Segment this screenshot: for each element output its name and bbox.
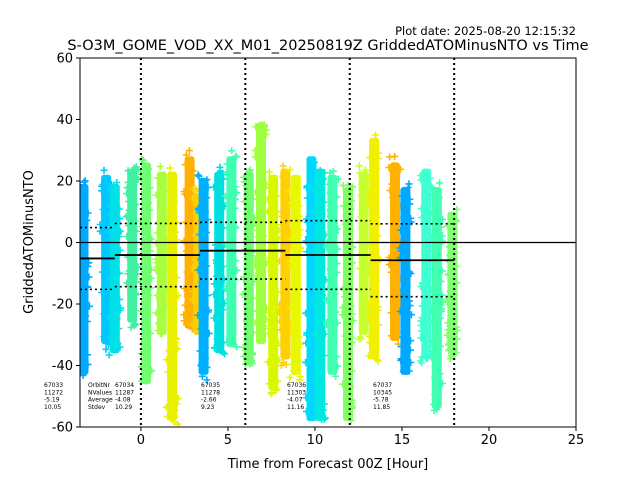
point-band-5 <box>152 163 171 338</box>
stats-value-67035: 11278 <box>201 389 220 396</box>
point-band-19 <box>323 167 342 380</box>
stats-header-label: NValues <box>88 389 112 396</box>
x-tick-label: 5 <box>224 433 232 448</box>
y-tick-label: -20 <box>52 298 73 313</box>
point-band-11 <box>221 147 241 351</box>
stats-value-67034: 10.29 <box>115 404 132 411</box>
y-tick-label: 60 <box>56 52 73 67</box>
point-band-12 <box>239 166 258 368</box>
stats-value-67036: 11.16 <box>287 404 304 411</box>
chart-overlay-lines <box>80 58 576 427</box>
x-tick-label: 15 <box>394 433 411 448</box>
x-tick-label: 25 <box>568 433 585 448</box>
point-markers <box>310 167 330 423</box>
stats-value-67035: 67035 <box>201 382 220 389</box>
stats-value-67034: -4.08 <box>115 397 131 404</box>
x-tick-label: 20 <box>481 433 498 448</box>
x-tick-label: 10 <box>307 433 324 448</box>
point-band-22 <box>364 131 384 365</box>
point-band-20 <box>338 181 357 425</box>
chart-title: S-O3M_GOME_VOD_XX_M01_20250819Z GriddedA… <box>67 38 588 54</box>
y-axis: -60 -40 -20 0 20 40 60 <box>52 52 80 436</box>
point-markers <box>239 166 258 368</box>
y-tick-label: 0 <box>65 236 73 251</box>
point-markers <box>385 152 405 348</box>
stats-value-67033: 11272 <box>44 389 63 396</box>
stats-value-67036: -4.07 <box>287 397 303 404</box>
point-markers <box>338 181 357 425</box>
point-band-14 <box>264 168 283 398</box>
x-tick-label: 0 <box>137 433 145 448</box>
stats-value-67037: 67037 <box>373 382 392 389</box>
point-markers <box>80 177 93 379</box>
y-tick-label: -40 <box>52 359 73 374</box>
stats-value-67034: 11287 <box>115 389 134 396</box>
point-markers <box>152 163 171 338</box>
point-markers <box>323 167 342 380</box>
point-markers <box>428 179 447 414</box>
point-band-18 <box>310 167 330 423</box>
point-band-0 <box>80 177 93 379</box>
stats-value-67033: -5.19 <box>44 397 60 404</box>
stats-value-67033: 67033 <box>44 382 63 389</box>
point-markers <box>396 180 415 375</box>
stats-value-67035: -2.66 <box>201 397 217 404</box>
point-band-core <box>243 171 254 366</box>
point-markers <box>221 147 241 351</box>
stats-value-67036: 11303 <box>287 389 306 396</box>
point-markers <box>364 131 384 365</box>
scatter-points <box>80 121 461 427</box>
point-band-13 <box>251 121 271 345</box>
point-markers <box>264 168 283 398</box>
stats-value-67035: 9.23 <box>201 404 215 411</box>
point-markers <box>162 164 182 427</box>
y-axis-label: GriddedATOMinusNTO <box>22 170 37 314</box>
point-band-16 <box>286 166 305 384</box>
point-markers <box>286 166 305 384</box>
point-markers <box>122 163 142 331</box>
stats-header-label: Stdev <box>88 404 106 411</box>
stats-value-67037: -5.78 <box>373 397 389 404</box>
point-band-3 <box>122 163 142 331</box>
point-band-core <box>101 174 112 345</box>
y-tick-label: 20 <box>56 175 73 190</box>
plot-date: Plot date: 2025-08-20 12:15:32 <box>395 24 576 38</box>
x-axis-label: Time from Forecast 00Z [Hour] <box>227 457 429 472</box>
point-band-core <box>343 187 353 421</box>
x-axis: 0 5 10 15 20 25 <box>137 427 585 448</box>
point-markers <box>251 121 271 337</box>
stats-header-label: OrbitNr <box>88 382 111 389</box>
point-markers <box>416 172 436 367</box>
stats-value-67036: 67036 <box>287 382 306 389</box>
point-band-24 <box>396 180 415 375</box>
y-tick-label: -60 <box>52 421 73 436</box>
point-band-core <box>268 174 279 391</box>
stats-header-label: Average <box>88 397 113 404</box>
stats-value-67037: 11.85 <box>373 404 390 411</box>
point-band-6 <box>162 164 182 427</box>
stats-value-67037: 10345 <box>373 389 392 396</box>
y-tick-label: 40 <box>56 113 73 128</box>
stats-value-67033: 10.05 <box>44 404 61 411</box>
point-band-25 <box>416 168 436 367</box>
stats-value-67034: 67034 <box>115 382 134 389</box>
